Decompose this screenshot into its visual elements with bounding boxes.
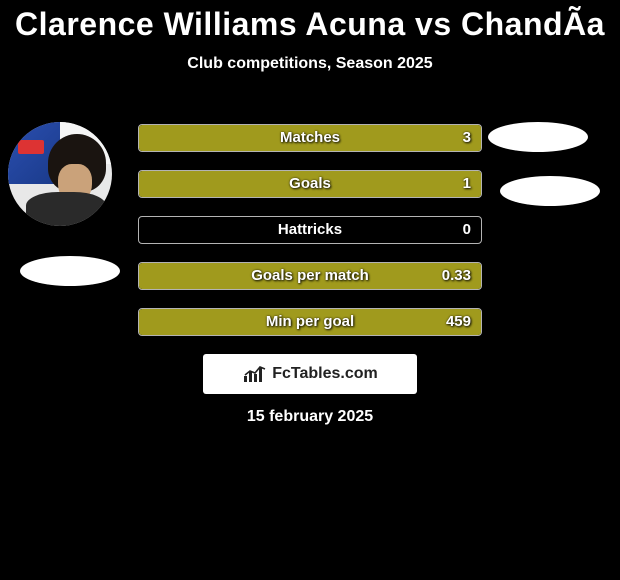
subtitle: Club competitions, Season 2025: [0, 55, 620, 73]
player-avatar-left: [8, 122, 112, 226]
placeholder-ellipse-right-2: [500, 176, 600, 206]
stat-label: Goals: [139, 171, 481, 197]
date-label: 15 february 2025: [0, 408, 620, 426]
page-title: Clarence Williams Acuna vs ChandÃ­a: [0, 0, 620, 43]
placeholder-ellipse-left: [20, 256, 120, 286]
watermark: FcTables.com: [203, 354, 417, 394]
stat-label: Goals per match: [139, 263, 481, 289]
stat-value: 3: [463, 125, 471, 151]
stats-panel: Matches 3 Goals 1 Hattricks 0 Goals per …: [138, 124, 482, 354]
stat-value: 459: [446, 309, 471, 335]
stat-row-min-per-goal: Min per goal 459: [138, 308, 482, 336]
stat-row-hattricks: Hattricks 0: [138, 216, 482, 244]
stat-label: Hattricks: [139, 217, 481, 243]
chart-icon: [242, 364, 268, 384]
stat-value: 0.33: [442, 263, 471, 289]
placeholder-ellipse-right-1: [488, 122, 588, 152]
watermark-text: FcTables.com: [272, 365, 378, 383]
stat-label: Matches: [139, 125, 481, 151]
stat-value: 0: [463, 217, 471, 243]
stat-row-goals: Goals 1: [138, 170, 482, 198]
stat-row-matches: Matches 3: [138, 124, 482, 152]
stat-row-goals-per-match: Goals per match 0.33: [138, 262, 482, 290]
stat-label: Min per goal: [139, 309, 481, 335]
stat-value: 1: [463, 171, 471, 197]
